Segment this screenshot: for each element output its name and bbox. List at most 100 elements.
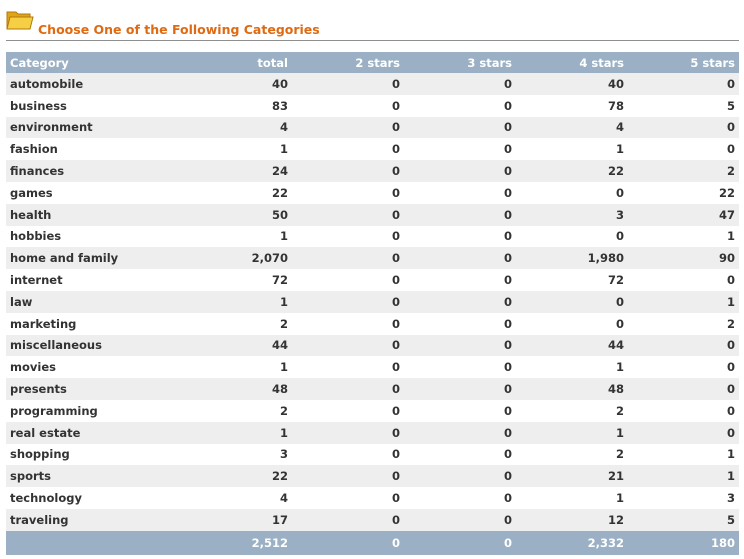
total-cell: 2,070 <box>168 247 292 270</box>
five-stars-cell: 0 <box>726 360 735 375</box>
five-stars-cell: 5 <box>628 508 739 531</box>
four-stars-cell: 44 <box>516 334 628 357</box>
total-cell: 1 <box>279 142 288 157</box>
four-stars-cell: 0 <box>615 229 624 244</box>
five-stars-cell: 0 <box>628 116 739 139</box>
column-header-3-stars: 3 stars <box>404 52 516 73</box>
table-row: hobbies 1 0 0 0 1 <box>6 226 739 248</box>
category-cell[interactable]: shopping <box>10 447 70 462</box>
three-stars-cell: 0 <box>404 465 516 488</box>
four-stars-cell: 40 <box>516 73 628 95</box>
total-cell: 2 <box>279 403 288 418</box>
five-stars-cell: 90 <box>628 247 739 270</box>
three-stars-cell: 0 <box>503 185 512 200</box>
title-divider <box>6 40 739 41</box>
table-body: automobile 40 0 0 40 0 business 83 0 0 7… <box>6 73 739 531</box>
category-cell[interactable]: home and family <box>6 247 168 270</box>
table-row: traveling 17 0 0 12 5 <box>6 508 739 531</box>
category-cell[interactable]: miscellaneous <box>6 334 168 357</box>
table-row: movies 1 0 0 1 0 <box>6 356 739 378</box>
four-stars-cell: 1 <box>516 421 628 444</box>
category-cell[interactable]: automobile <box>6 73 168 95</box>
category-cell[interactable]: fashion <box>10 142 58 157</box>
three-stars-cell: 0 <box>404 378 516 400</box>
two-stars-cell: 0 <box>391 360 400 375</box>
total-cell: 83 <box>271 98 288 113</box>
category-cell[interactable]: movies <box>10 360 56 375</box>
five-stars-cell: 1 <box>726 229 735 244</box>
category-cell[interactable]: finances <box>6 160 168 182</box>
two-stars-cell: 0 <box>391 185 400 200</box>
four-stars-cell: 0 <box>615 185 624 200</box>
four-stars-cell: 3 <box>516 203 628 226</box>
total-cell: 1 <box>279 229 288 244</box>
four-stars-cell: 72 <box>607 273 624 288</box>
column-header-2-stars: 2 stars <box>292 52 404 73</box>
category-cell[interactable]: hobbies <box>10 229 62 244</box>
three-stars-cell: 0 <box>503 229 512 244</box>
category-cell[interactable]: real estate <box>6 421 168 444</box>
table-row: real estate 1 0 0 1 0 <box>6 421 739 444</box>
two-stars-cell: 0 <box>391 316 400 331</box>
category-cell[interactable]: sports <box>6 465 168 488</box>
grand-total-cell: 2,512 <box>168 530 292 555</box>
category-cell[interactable]: marketing <box>10 316 77 331</box>
three-stars-cell: 0 <box>503 273 512 288</box>
five-stars-cell: 22 <box>718 185 735 200</box>
table-row: finances 24 0 0 22 2 <box>6 160 739 182</box>
table-row: games 22 0 0 0 22 <box>6 182 739 204</box>
two-stars-cell: 0 <box>292 290 404 313</box>
two-stars-cell: 0 <box>391 229 400 244</box>
four-stars-cell: 22 <box>516 160 628 182</box>
table-header-row: Category total 2 stars 3 stars 4 stars 5… <box>6 52 739 73</box>
category-cell[interactable]: business <box>10 98 67 113</box>
three-stars-cell: 0 <box>503 403 512 418</box>
total-5-stars-cell: 180 <box>628 530 739 555</box>
total-cell: 40 <box>168 73 292 95</box>
table-row: sports 22 0 0 21 1 <box>6 465 739 488</box>
three-stars-cell: 0 <box>404 160 516 182</box>
five-stars-cell: 0 <box>726 403 735 418</box>
total-cell: 17 <box>168 508 292 531</box>
four-stars-cell: 1 <box>615 491 624 506</box>
total-cell: 2 <box>279 316 288 331</box>
folder-icon <box>6 11 34 30</box>
five-stars-cell: 1 <box>628 465 739 488</box>
category-cell[interactable]: law <box>6 290 168 313</box>
category-cell[interactable]: technology <box>10 491 82 506</box>
total-cell: 72 <box>271 273 288 288</box>
total-cell: 22 <box>168 465 292 488</box>
column-header-4-stars: 4 stars <box>516 52 628 73</box>
table-row: miscellaneous 44 0 0 44 0 <box>6 334 739 357</box>
total-cell: 4 <box>168 116 292 139</box>
category-cell[interactable]: traveling <box>6 508 168 531</box>
categories-table: Category total 2 stars 3 stars 4 stars 5… <box>6 52 739 555</box>
two-stars-cell: 0 <box>391 447 400 462</box>
category-cell[interactable]: games <box>10 185 53 200</box>
three-stars-cell: 0 <box>404 203 516 226</box>
three-stars-cell: 0 <box>503 360 512 375</box>
five-stars-cell: 0 <box>628 378 739 400</box>
five-stars-cell: 1 <box>628 290 739 313</box>
two-stars-cell: 0 <box>292 203 404 226</box>
table-row: shopping 3 0 0 2 1 <box>6 444 739 466</box>
category-cell[interactable]: presents <box>6 378 168 400</box>
table-row: home and family 2,070 0 0 1,980 90 <box>6 247 739 270</box>
total-cell: 50 <box>168 203 292 226</box>
table-row: automobile 40 0 0 40 0 <box>6 73 739 95</box>
four-stars-cell: 4 <box>516 116 628 139</box>
column-header-category: Category <box>6 52 168 73</box>
five-stars-cell: 0 <box>628 73 739 95</box>
four-stars-cell: 21 <box>516 465 628 488</box>
category-cell[interactable]: environment <box>6 116 168 139</box>
five-stars-cell: 0 <box>726 273 735 288</box>
category-cell[interactable]: internet <box>10 273 63 288</box>
total-cell: 1 <box>168 290 292 313</box>
four-stars-cell: 2 <box>615 447 624 462</box>
table-row: presents 48 0 0 48 0 <box>6 378 739 400</box>
two-stars-cell: 0 <box>391 98 400 113</box>
category-cell[interactable]: health <box>6 203 168 226</box>
three-stars-cell: 0 <box>404 73 516 95</box>
category-cell[interactable]: programming <box>10 403 98 418</box>
three-stars-cell: 0 <box>404 421 516 444</box>
